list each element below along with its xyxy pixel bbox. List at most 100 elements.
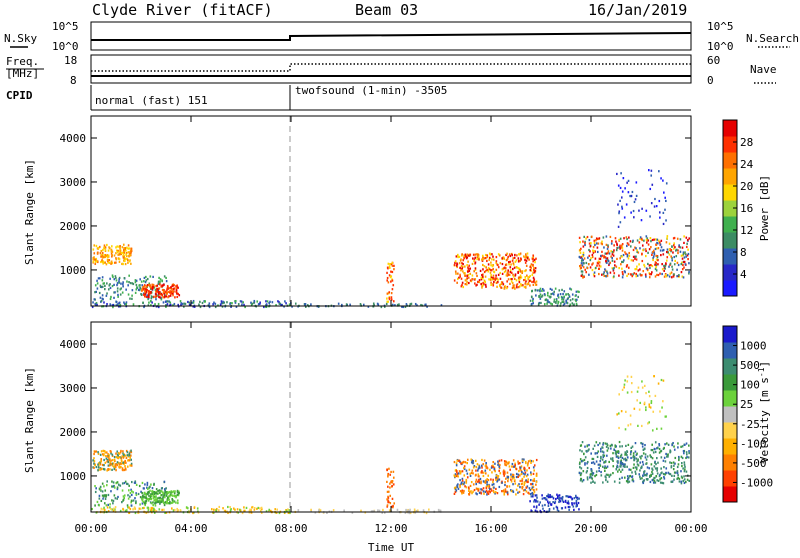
echo-point [91,507,93,511]
echo-point [141,499,144,502]
echo-point [95,511,98,514]
echo-point [632,456,634,459]
colorbar-segment [723,184,737,201]
echo-point [550,495,553,498]
echo-point [314,511,317,514]
echo-point [558,499,561,502]
echo-point [143,284,146,287]
echo-point [679,246,682,249]
echo-point [389,494,392,497]
echo-point [665,199,667,203]
echo-point [414,511,417,514]
echo-point [678,477,681,480]
echo-point [607,259,610,263]
echo-point [578,471,581,475]
echo-point [486,480,488,483]
echo-point [381,511,384,514]
echo-point [511,286,514,290]
echo-point [622,253,625,257]
echo-point [126,451,129,454]
echo-point [649,406,652,409]
echo-point [646,472,648,475]
echo-point [130,499,133,503]
echo-point [188,301,191,304]
echo-point [103,246,105,249]
echo-point [615,468,618,471]
echo-point [199,300,201,303]
echo-point [602,451,605,454]
echo-point [524,261,527,264]
echo-point [588,263,590,266]
echo-point [683,470,686,473]
echo-point [487,269,490,272]
echo-point [663,466,665,469]
echo-point [655,269,658,272]
echo-point [135,279,138,282]
colorbar-tick-label: 16 [740,202,753,215]
echo-point [627,243,630,246]
echo-point [97,462,100,465]
echo-point [529,265,532,269]
echo-point [116,486,119,489]
echo-point [625,236,628,239]
echo-point [130,262,132,265]
echo-point [457,253,459,257]
echo-point [123,461,125,464]
echo-point [648,421,651,424]
echo-point [127,261,129,264]
echo-point [547,504,550,508]
echo-point [124,259,126,263]
echo-point [621,456,624,459]
echo-point [524,282,527,285]
echo-point [92,260,95,263]
echo-point [505,477,507,480]
echo-point [667,443,670,446]
echo-point [114,291,116,294]
echo-point [149,489,151,492]
echo-point [591,473,594,477]
echo-point [183,305,185,308]
velocity-scatter [91,375,691,515]
echo-point [122,469,124,472]
echo-point [162,296,164,299]
echo-point [584,462,586,465]
echo-point [586,445,589,448]
echo-point [513,465,516,468]
echo-point [481,277,484,280]
echo-point [549,494,551,497]
echo-point [629,240,632,243]
echo-point [466,461,468,465]
echo-point [651,264,654,268]
echo-point [597,260,600,263]
echo-point [121,291,124,294]
echo-point [660,472,662,475]
echo-point [474,256,476,259]
echo-point [600,447,602,450]
echo-point [176,295,179,299]
echo-point [387,475,389,478]
echo-point [118,280,120,283]
echo-point [605,257,608,260]
echo-point [131,297,133,300]
echo-point [535,483,537,486]
echo-point [93,457,95,460]
colorbar-tick-label: -1000 [740,476,773,489]
echo-point [157,499,159,502]
echo-point [611,267,614,270]
echo-point [453,279,456,282]
echo-point [575,499,578,503]
echo-point [122,450,124,453]
echo-point [239,509,242,512]
echo-point [618,440,621,444]
echo-point [492,283,494,286]
echo-point [505,460,507,463]
echo-point [386,276,389,280]
echo-point [139,287,142,290]
echo-point [591,471,594,475]
echo-point [94,302,97,306]
echo-point [345,303,348,306]
echo-point [112,509,115,512]
echo-point [177,509,180,512]
echo-point [680,262,683,266]
echo-point [507,477,510,480]
